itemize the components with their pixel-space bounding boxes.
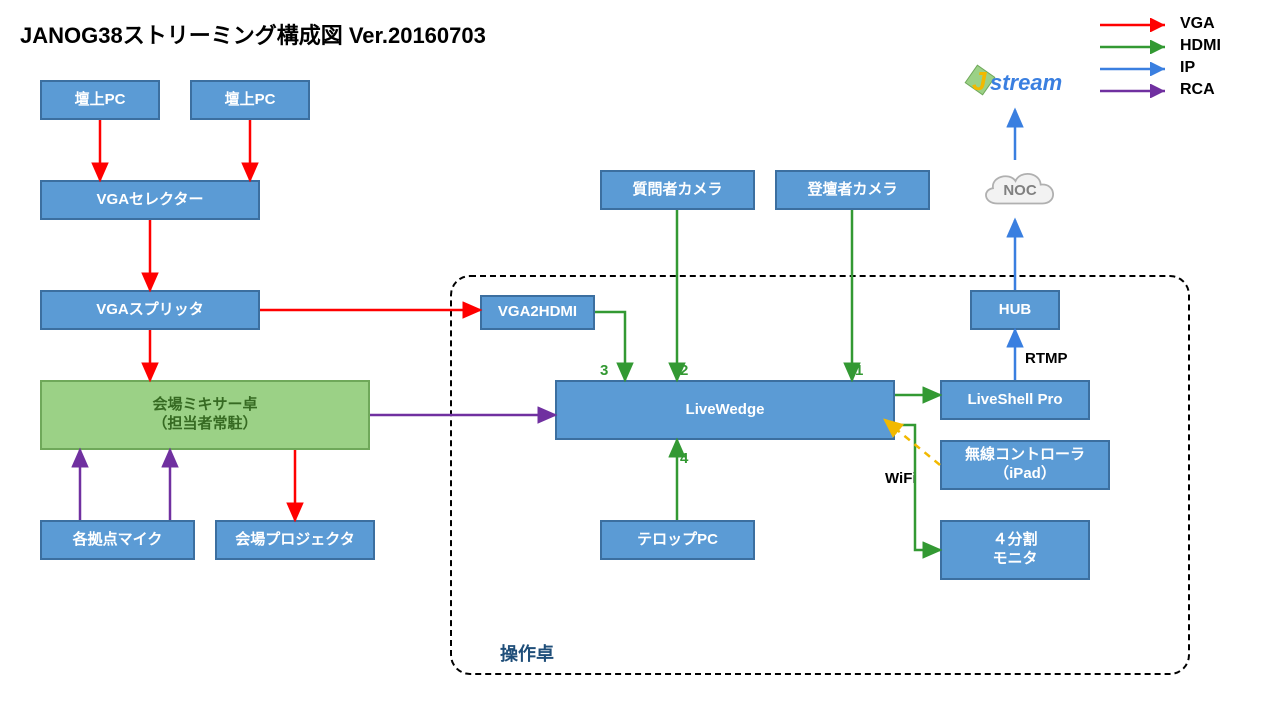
node-vgasel: VGAセレクター — [40, 180, 260, 220]
node-telop: テロップPC — [600, 520, 755, 560]
port-label-5: WiFi — [885, 470, 917, 487]
port-label-4: RTMP — [1025, 350, 1068, 367]
node-scam: 登壇者カメラ — [775, 170, 930, 210]
jstream-logo: J stream — [960, 60, 1080, 115]
node-qcam: 質問者カメラ — [600, 170, 755, 210]
cloud-noc: NOC — [975, 160, 1065, 220]
node-mic: 各拠点マイク — [40, 520, 195, 560]
node-liveshell: LiveShell Pro — [940, 380, 1090, 420]
legend-label-hdmi: HDMI — [1180, 37, 1221, 55]
legend-line-rca — [1100, 84, 1175, 103]
port-label-1: 2 — [680, 362, 688, 379]
node-pc2: 壇上PC — [190, 80, 310, 120]
legend-label-vga: VGA — [1180, 15, 1215, 33]
legend-line-hdmi — [1100, 40, 1175, 59]
jstream-text: stream — [990, 70, 1062, 95]
port-label-0: 1 — [855, 362, 863, 379]
legend-label-rca: RCA — [1180, 81, 1215, 99]
node-vgasplit: VGAスプリッタ — [40, 290, 260, 330]
node-monitor: ４分割 モニタ — [940, 520, 1090, 580]
cloud-noc-label: NOC — [975, 160, 1065, 220]
node-proj: 会場プロジェクタ — [215, 520, 375, 560]
node-livewedge: LiveWedge — [555, 380, 895, 440]
node-vga2hdmi: VGA2HDMI — [480, 295, 595, 330]
port-label-3: 4 — [680, 450, 688, 467]
legend-line-ip — [1100, 62, 1175, 81]
page-title: JANOG38ストリーミング構成図 Ver.20160703 — [20, 18, 486, 50]
legend-label-ip: IP — [1180, 59, 1195, 77]
port-label-2: 3 — [600, 362, 608, 379]
node-hub: HUB — [970, 290, 1060, 330]
node-ipad: 無線コントローラ （iPad） — [940, 440, 1110, 490]
node-pc1: 壇上PC — [40, 80, 160, 120]
legend-line-vga — [1100, 18, 1175, 37]
group-operating-desk-label: 操作卓 — [500, 640, 554, 666]
svg-text:J: J — [972, 66, 987, 96]
node-mixer: 会場ミキサー卓 （担当者常駐） — [40, 380, 370, 450]
